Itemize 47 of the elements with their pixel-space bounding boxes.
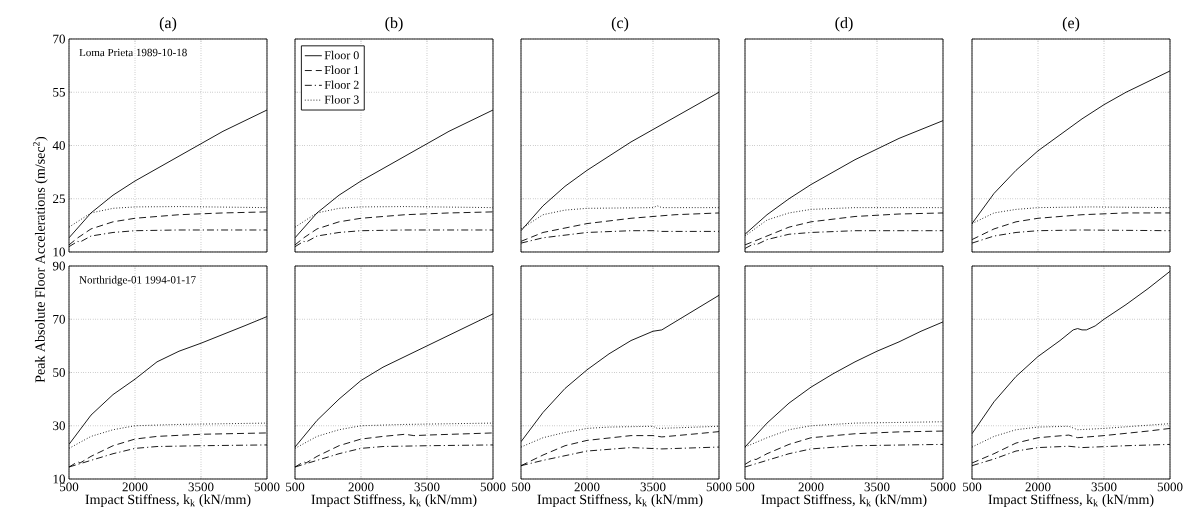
y-tick-label: 70 [53,314,65,324]
y-tick-label: 25 [53,194,65,204]
x-tick-label: 2000 [798,482,824,492]
chart-title: (b) [385,16,403,32]
x-tick-label: 5000 [706,482,732,492]
y-tick-label: 10 [53,247,65,257]
x-tick-label: 2000 [348,482,374,492]
legend-label: Floor 0 [324,50,359,60]
legend-label: Floor 3 [324,95,359,104]
x-axis-title: Impact Stiffness, k$_{k}$ (kN/mm) [311,494,477,507]
y-axis-title: Peak Absolute Floor Accelerations (m/sec$^{2}$) [32,137,48,383]
x-tick-label: 3500 [640,482,666,492]
x-tick-label: 5000 [930,482,956,492]
y-tick-label: 40 [52,141,65,150]
x-axis-title: Impact Stiffness, k$_{k}$ (kN/mm) [537,494,703,507]
y-tick-label: 50 [53,368,65,377]
chart-title: (a) [159,16,177,32]
x-tick-label: 3500 [1091,482,1117,492]
y-tick-label: 90 [52,261,65,271]
chart-title: (d) [835,16,853,32]
x-tick-label: 5000 [480,482,506,492]
x-axis-title: Impact Stiffness, k$_{k}$ (kN/mm) [988,494,1154,507]
x-tick-label: 500 [736,482,755,492]
x-tick-label: 3500 [414,482,440,492]
x-tick-label: 5000 [254,482,280,492]
x-tick-label: 2000 [574,482,600,492]
x-tick-label: 3500 [864,482,890,492]
x-tick-label: 500 [963,482,982,492]
x-tick-label: 500 [286,482,305,492]
x-tick-label: 3500 [188,482,214,492]
annotation: Loma Prieta 1989-10-18 [79,48,187,57]
legend-label: Floor 2 [324,80,359,89]
annotation: Northridge-01 1994-01-17 [79,275,196,286]
x-tick-label: 2000 [1025,482,1051,492]
chart-title: (e) [1062,16,1080,32]
y-tick-label: 70 [53,34,65,44]
x-tick-label: 5000 [1157,482,1183,492]
y-tick-label: 30 [53,421,65,431]
x-tick-label: 2000 [122,482,148,492]
chart-title: (c) [611,16,629,32]
x-tick-label: 500 [512,482,531,492]
x-tick-label: 500 [60,482,79,492]
y-tick-label: 55 [53,87,65,97]
x-axis-title: Impact Stiffness, k$_{k}$ (kN/mm) [761,494,927,507]
y-tick-label: 10 [53,474,65,484]
x-axis-title: Impact Stiffness, k$_{k}$ (kN/mm) [85,494,251,507]
legend-label: Floor 1 [324,65,359,75]
